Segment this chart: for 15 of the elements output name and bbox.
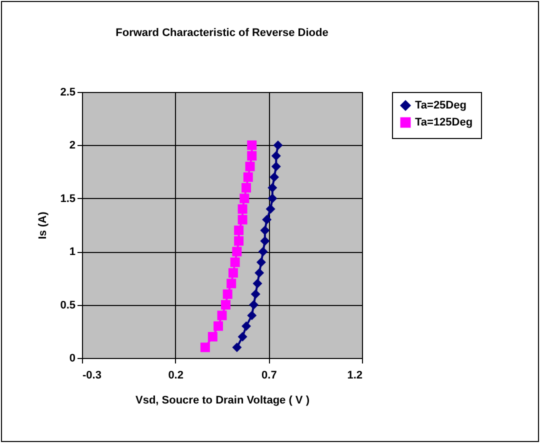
x-tick-label: 0.7 bbox=[262, 370, 277, 382]
y-axis-title: Is (A) bbox=[37, 211, 50, 240]
x-tick-label: 0.2 bbox=[168, 370, 184, 382]
y-tick-label: 0 bbox=[69, 352, 76, 364]
chart-title: Forward Characteristic of Reverse Diode bbox=[116, 27, 328, 39]
x-tick-label: -0.3 bbox=[82, 370, 102, 382]
y-tick-label: 0.5 bbox=[60, 299, 76, 312]
legend-label: Ta=25Deg bbox=[415, 100, 466, 112]
x-tick-label: 1.2 bbox=[347, 370, 362, 382]
y-tick-label: 2 bbox=[69, 140, 76, 152]
legend-label: Ta=125Deg bbox=[415, 116, 473, 128]
y-tick-label: 1 bbox=[69, 246, 76, 258]
y-tick-label: 2.5 bbox=[60, 86, 76, 98]
x-axis-title: Vsd, Soucre to Drain Voltage ( V ) bbox=[136, 394, 310, 406]
y-tick-label: 1.5 bbox=[60, 192, 76, 205]
